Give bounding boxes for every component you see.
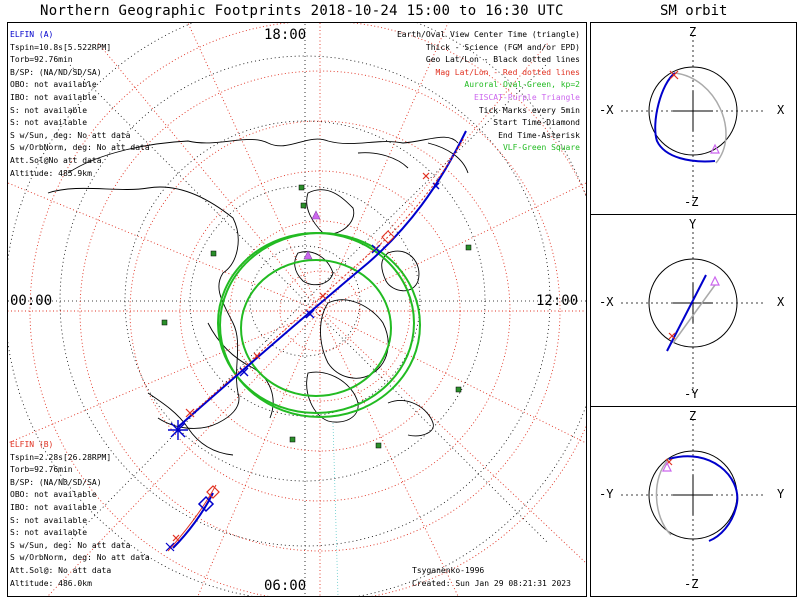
orbit-panel-xy: Y -Y -X X [590,214,797,407]
model-label: Tsyganenko-1996 [412,566,485,575]
orbit1-bottom: -Z [684,195,699,209]
elfin-a-line: IBO: not available [10,92,97,102]
elfin-a-line: Tspin=10.8s[5.522RPM] [10,42,112,52]
elfin-b-line: Torb=92.76min [10,465,73,475]
time-label-right: 12:00 [536,293,579,309]
orbit-panel-yz: Z -Z -Y Y [590,406,797,597]
coastlines [47,136,469,456]
elfin-lower-track [165,484,220,552]
orbit2-bottom: -Y [684,387,699,401]
elfin-b-line: Altitude: 486.0km [10,578,92,588]
legend-item: VLF-Green Square [502,143,580,153]
mag-lat-grid [8,23,586,596]
orbit3-top: Z [689,409,697,423]
elfin-a-line: S: not available [10,105,88,115]
legend: Earth/Oval View Center Time (triangle) T… [397,29,580,155]
elfin-a-line: B/SP: (NA/ND/SD/SA) [10,67,102,77]
geo-lat-grid [8,23,586,596]
elfin-a-line: S w/Sun, deg: No att data [10,130,131,140]
elfin-b-line: S w/OrbNorm, deg: No att data [10,553,150,563]
elfin-b-line: Tspin=2.28s[26.28RPM] [10,452,112,462]
orbit-xz-svg [621,35,766,201]
orbit-xy-svg [621,227,766,393]
legend-item: Thick - Science (FGM and/or EPD) [425,42,580,52]
orbit-panel-title: SM orbit [660,3,728,19]
elfin-b-line: OBO: not available [10,490,97,500]
elfin-a-line: OBO: not available [10,80,97,90]
orbit-yz-svg [621,419,766,583]
legend-item: End Time-Asterisk [498,130,580,140]
legend-item: Earth/Oval View Center Time (triangle) [396,30,580,39]
vlf-stations [161,184,472,449]
cyan-meridian [332,422,339,596]
auroral-oval [217,232,421,418]
time-label-left: 00:00 [10,293,53,309]
elfin-a-track [168,130,467,440]
elfin-b-header: ELFIN (B) [10,440,54,449]
map-title: Northern Geographic Footprints 2018-10-2… [40,3,564,19]
legend-item: Geo Lat/Lon - Black dotted lines [425,55,580,65]
orbit1-left: -X [599,103,614,117]
time-label-top: 18:00 [264,27,307,43]
elfin-b-line: S: not available [10,515,88,525]
time-label-bottom: 06:00 [264,578,307,594]
elfin-a-line: S w/OrbNorm, deg: No att data [10,143,150,153]
elfin-b-track [185,137,465,418]
created-label: Created: Sun Jan 29 08:21:31 2023 [412,579,571,588]
orbit2-right: X [777,295,785,309]
orbit2-top: Y [689,217,697,231]
footprint-map: 18:00 00:00 12:00 06:00 ELFIN (A) Tspin=… [7,22,587,597]
elfin-a-line: Torb=92.76min [10,55,73,65]
elfin-b-line: S: not available [10,528,88,538]
orbit2-left: -X [599,295,614,309]
elfin-b-line: IBO: not available [10,502,97,512]
legend-item: Mag Lat/Lon - Red dotted lines [435,67,581,77]
legend-item: Auroral Oval-Green, kp=2 [464,80,580,90]
legend-item: Tick Marks every 5min [478,105,580,115]
elfin-b-line: B/SP: (NA/ND/SD/SA) [10,477,102,487]
orbit3-right: Y [777,487,785,501]
elfin-a-header: ELFIN (A) [10,30,54,39]
orbit3-left: -Y [599,487,614,501]
elfin-b-info: ELFIN (B) Tspin=2.28s[26.28RPM] Torb=92.… [10,439,150,590]
elfin-a-line: S: not available [10,118,88,128]
eiscat-markers [303,210,321,260]
orbit1-top: Z [689,25,697,39]
elfin-a-line: Altitude: 485.9km [10,168,92,178]
elfin-a-line: Att.Sol@No att data [10,155,102,165]
orbit1-right: X [777,103,785,117]
elfin-b-line: S w/Sun, deg: No att data [10,540,131,550]
elfin-b-line: Att.Sol@: No att data [10,565,112,575]
orbit-panel-xz: Z -Z -X X [590,22,797,215]
elfin-a-info: ELFIN (A) Tspin=10.8s[5.522RPM] Torb=92.… [10,29,150,180]
polar-map-svg [8,23,586,596]
legend-item: Start Time-Diamond [493,118,580,128]
orbit3-bottom: -Z [684,577,699,591]
legend-item: EISCAT-Purple Triangle [474,92,580,102]
